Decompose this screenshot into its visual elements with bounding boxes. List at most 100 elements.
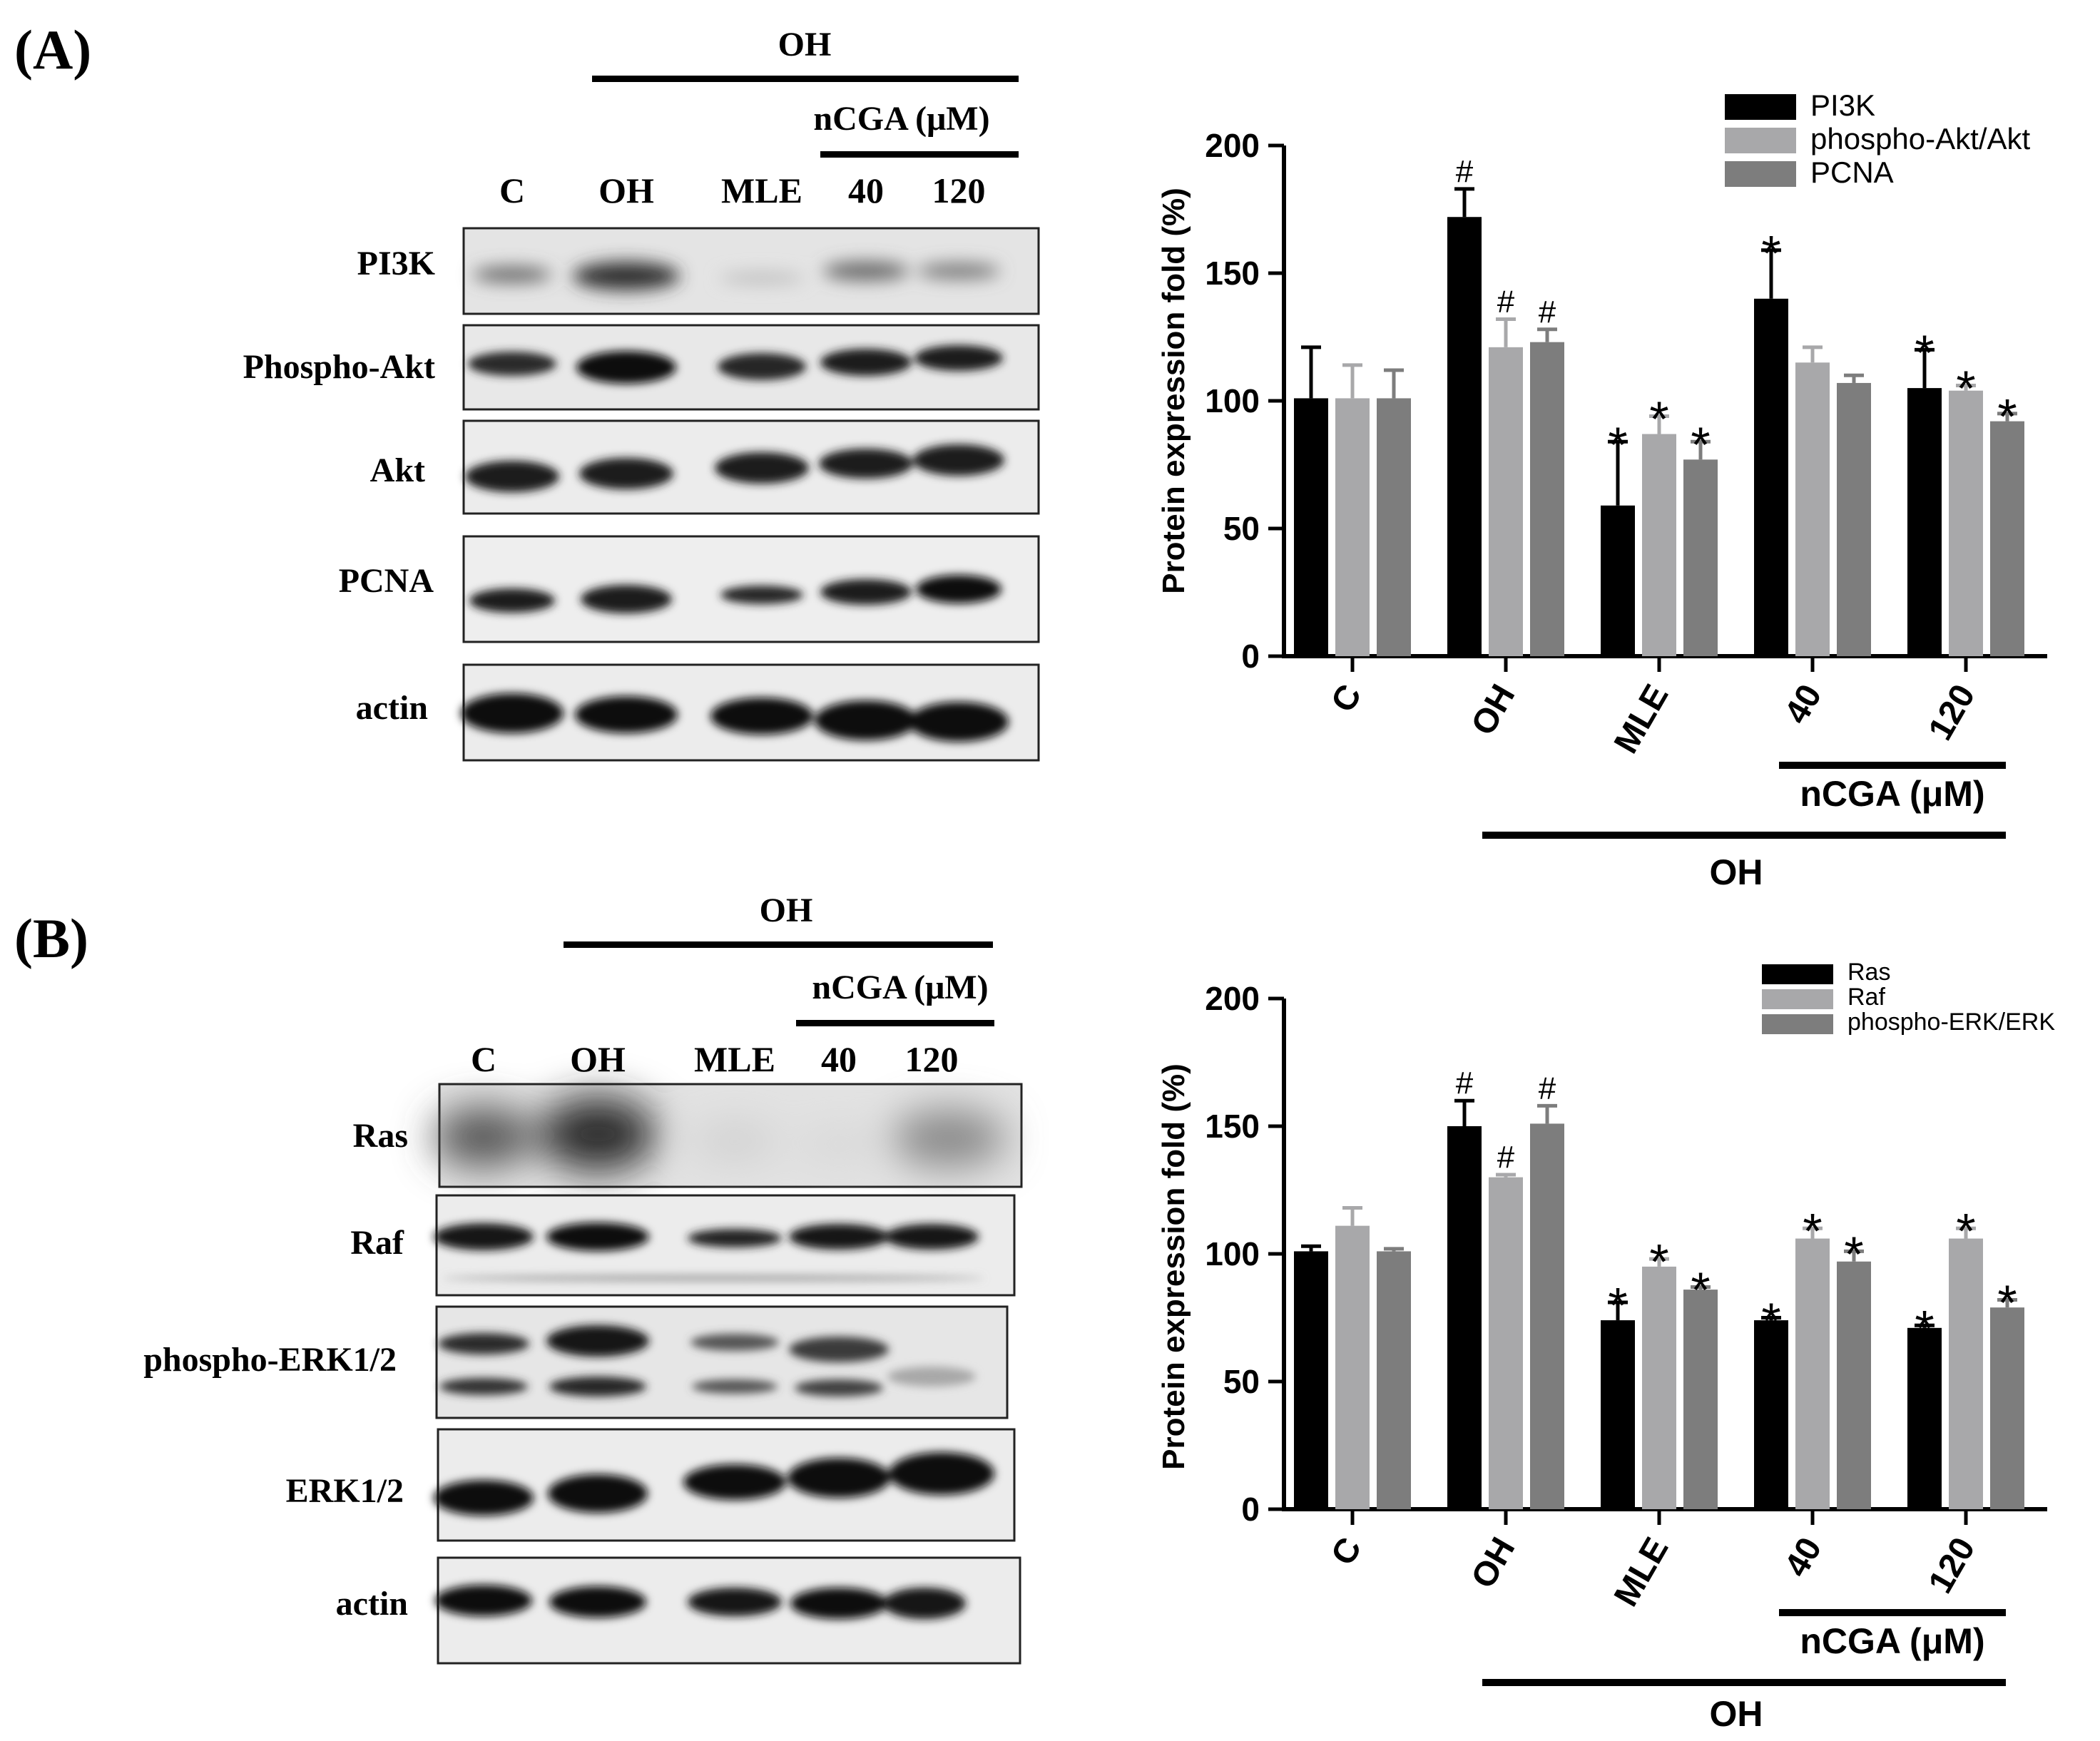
lane-label: OH — [570, 1039, 626, 1079]
y-tick-label: 0 — [1241, 638, 1260, 675]
lane-label: 120 — [932, 170, 986, 210]
bar — [1642, 1266, 1676, 1509]
bar — [1447, 217, 1482, 656]
y-tick-label: 100 — [1205, 382, 1260, 419]
significance-hash: # — [1539, 1071, 1556, 1106]
bar — [1294, 1251, 1328, 1509]
blot-row-label: PCNA — [339, 562, 434, 600]
panel-a-label: (A) — [14, 19, 91, 81]
oh-header: OH — [760, 892, 813, 929]
oh-group-label: OH — [1710, 1694, 1763, 1734]
blot-row-label: Raf — [350, 1224, 404, 1262]
significance-hash: # — [1456, 154, 1474, 189]
significance-hash: # — [1497, 1140, 1515, 1175]
blot-row-label: ERK1/2 — [286, 1472, 404, 1510]
x-tick-label: MLE — [1607, 1531, 1676, 1613]
blot-row-label: phospho-ERK1/2 — [143, 1341, 397, 1379]
y-tick-label: 200 — [1205, 127, 1260, 164]
x-tick-label: 120 — [1922, 678, 1983, 747]
x-tick-label: C — [1324, 678, 1369, 719]
bar — [1530, 342, 1564, 656]
bar — [1754, 298, 1788, 656]
y-tick-label: 150 — [1205, 255, 1260, 292]
significance-hash: # — [1456, 1066, 1474, 1101]
ncga-group-label: nCGA (μM) — [1800, 774, 1984, 814]
oh-header: OH — [778, 26, 832, 63]
blot-bands — [435, 1585, 966, 1619]
blot-row-label: actin — [356, 689, 428, 727]
oh-group-line — [1482, 1679, 2006, 1686]
bar — [1601, 505, 1635, 656]
blot-bands — [465, 444, 1004, 492]
oh-bracket-line — [592, 76, 1019, 82]
blot-row-label: Phospho-Akt — [243, 348, 435, 386]
significance-star: * — [1997, 389, 2017, 444]
significance-star: * — [1649, 391, 1668, 446]
lane-label: 120 — [905, 1039, 959, 1079]
bar — [1601, 1320, 1635, 1509]
bar — [1795, 1238, 1830, 1509]
bar — [1294, 398, 1328, 656]
lane-label: 40 — [821, 1039, 857, 1079]
x-tick-label: 40 — [1778, 678, 1830, 730]
panel-b-blot: OH nCGA (μM) C OH MLE 40 120 Ras Raf — [143, 892, 1023, 1665]
panel-b-chart: Protein expression fold (%) nCGA (μM) OH… — [1156, 959, 2055, 1734]
legend-swatch — [1762, 1014, 1833, 1034]
blot-bands — [473, 262, 1000, 290]
y-tick-label: 100 — [1205, 1235, 1260, 1272]
legend-label: PCNA — [1810, 155, 1894, 189]
ncga-group-line — [1779, 1609, 2006, 1616]
blot-bands — [434, 1097, 1006, 1171]
oh-group-line — [1482, 832, 2006, 839]
significance-star: * — [1956, 361, 1975, 417]
lane-label: OH — [598, 170, 654, 210]
bar — [1335, 1225, 1370, 1509]
blot-row-label: Ras — [353, 1117, 408, 1155]
bar — [1795, 362, 1830, 656]
lane-label: 40 — [848, 170, 884, 210]
significance-star: * — [1844, 1226, 1863, 1282]
significance-star: * — [1915, 325, 1934, 380]
significance-hash: # — [1539, 295, 1556, 330]
significance-star: * — [1915, 1300, 1934, 1356]
bar — [1489, 347, 1523, 656]
significance-star: * — [1608, 417, 1627, 472]
bar — [1990, 1307, 2024, 1509]
legend-label: phospho-ERK/ERK — [1847, 1009, 2055, 1036]
legend-label: Raf — [1847, 984, 1885, 1011]
ncga-header: nCGA (μM) — [813, 100, 989, 138]
significance-star: * — [1997, 1275, 2017, 1330]
significance-star: * — [1649, 1234, 1668, 1290]
panel-b-label: (B) — [14, 907, 88, 969]
bar — [1949, 1238, 1983, 1509]
bar — [1489, 1177, 1523, 1509]
bar — [1683, 1290, 1718, 1509]
y-tick-label: 50 — [1223, 1363, 1260, 1400]
significance-star: * — [1803, 1203, 1822, 1259]
ncga-bracket-line — [820, 151, 1019, 158]
lane-label: MLE — [721, 170, 802, 210]
x-tick-label: 40 — [1778, 1531, 1830, 1583]
bar — [1377, 398, 1411, 656]
bar — [1530, 1123, 1564, 1509]
blot-row-label: actin — [336, 1585, 408, 1623]
significance-hash: # — [1497, 284, 1515, 319]
ncga-header: nCGA (μM) — [812, 969, 988, 1006]
bar — [1377, 1251, 1411, 1509]
y-axis-label: Protein expression fold (%) — [1156, 1063, 1191, 1470]
ncga-bracket-line — [796, 1020, 994, 1026]
bar — [1907, 388, 1942, 656]
x-tick-label: OH — [1464, 678, 1523, 742]
blot-bands — [468, 345, 1003, 384]
bar — [1447, 1126, 1482, 1509]
panel-a: (A) OH nCGA (μM) C OH MLE 40 120 PI3K Ph… — [14, 19, 2047, 892]
lane-label: C — [471, 1039, 496, 1079]
bar — [1837, 1261, 1871, 1509]
oh-group-label: OH — [1710, 852, 1763, 892]
y-tick-label: 200 — [1205, 980, 1260, 1017]
blot-bands — [461, 693, 1009, 742]
x-tick-label: C — [1324, 1531, 1369, 1572]
significance-star: * — [1608, 1277, 1627, 1333]
significance-star: * — [1691, 417, 1710, 472]
y-tick-label: 150 — [1205, 1108, 1260, 1145]
